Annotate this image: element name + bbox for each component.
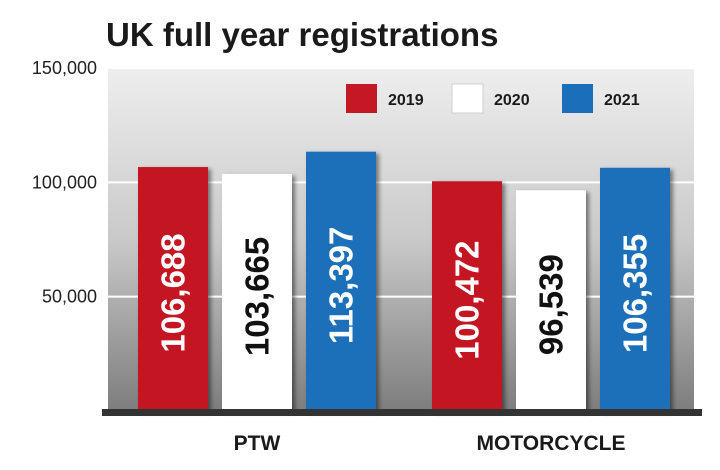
legend-label: 2019 [388,92,424,109]
legend-label: 2020 [494,92,530,109]
y-tick-label: 50,000 [42,287,97,307]
x-category-label: PTW [234,432,281,455]
bar-value-label: 100,472 [449,240,486,359]
bar-2020-ptw [222,173,292,411]
chart-title: UK full year registrations [106,16,498,53]
bar-2021-ptw [306,151,376,411]
legend-swatch-2021 [562,84,593,113]
bar-value-label: 113,397 [323,227,360,344]
x-category-label: MOTORCYCLE [477,432,626,455]
legend-swatch-2020 [451,83,484,114]
y-tick-label: 100,000 [32,172,97,192]
y-axis: 150,000 100,000 50,000 [32,58,97,307]
legend-swatch-2019 [346,84,377,113]
bar-2021-motorcycle [600,167,670,411]
bar-2019-motorcycle [432,181,502,411]
bar-value-label: 106,355 [617,234,654,353]
bar-value-label: 106,688 [155,233,192,352]
y-tick-label: 150,000 [32,58,97,78]
legend-label: 2021 [604,92,640,109]
x-axis: PTW MOTORCYCLE [234,432,626,455]
bar-value-label: 96,539 [533,254,570,355]
x-axis-baseline [102,409,702,416]
bar-2019-ptw [138,167,208,411]
bar-2020-motorcycle [516,190,586,411]
bars-group: 106,688 100,472 103,665 96,539 113,397 106,35… [138,151,670,411]
bar-value-label: 103,665 [239,237,276,356]
legend: 2019 2020 2021 [346,83,640,114]
